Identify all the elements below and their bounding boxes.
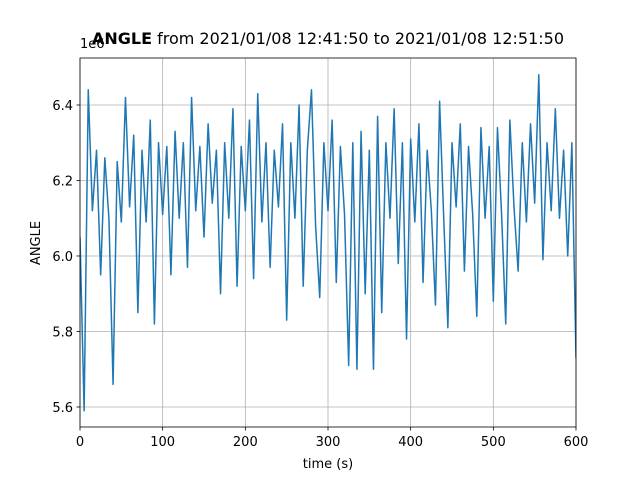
y-tick-label: 6.0 — [52, 250, 73, 265]
y-tick-label: 6.2 — [52, 174, 73, 189]
y-tick-label: 5.6 — [52, 401, 73, 416]
title-range: from 2021/01/08 12:41:50 to 2021/01/08 1… — [157, 29, 564, 48]
plot-frame — [79, 57, 577, 428]
y-axis-label: ANGLE — [29, 221, 44, 265]
y-offset-label: 1e6 — [80, 37, 105, 52]
x-tick-label: 500 — [481, 435, 506, 450]
y-tick-label: 5.8 — [52, 325, 73, 340]
x-tick-label: 200 — [233, 435, 258, 450]
x-tick-label: 600 — [564, 435, 589, 450]
y-tick-label: 6.4 — [52, 99, 73, 114]
chart-title: ANGLE from 2021/01/08 12:41:50 to 2021/0… — [92, 29, 564, 48]
x-tick-label: 400 — [398, 435, 423, 450]
x-tick-label: 0 — [76, 435, 84, 450]
data-line — [80, 74, 576, 412]
title-variable: ANGLE — [92, 29, 152, 48]
x-tick-label: 100 — [150, 435, 175, 450]
x-axis-label: time (s) — [303, 457, 353, 472]
x-tick-label: 300 — [316, 435, 341, 450]
